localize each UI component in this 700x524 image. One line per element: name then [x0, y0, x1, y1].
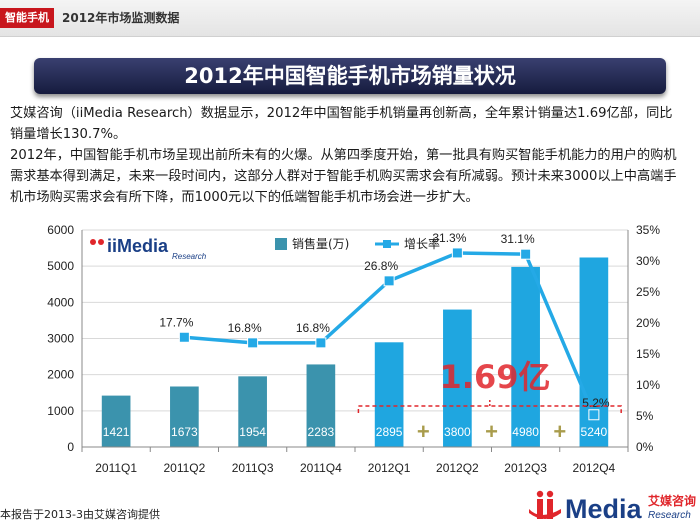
y-left-tick-label: 5000 [47, 259, 74, 273]
growth-value-label: 5.2% [582, 396, 610, 410]
y-left-tick-label: 2000 [47, 368, 74, 382]
y-right-tick-label: 15% [636, 347, 660, 361]
x-tick-label: 2012Q3 [504, 461, 547, 475]
sales-chart: 0 1000 2000 3000 4000 5000 6000 0% 5% 10% 15% 20% 25… [47, 223, 660, 475]
growth-marker [520, 248, 532, 260]
paragraph-summary: 艾媒咨询（iiMedia Research）数据显示，2012年中国智能手机销量… [10, 106, 673, 142]
top-bar: 智能手机 2012年市场监测数据 [0, 0, 700, 37]
y-right-tick-label: 30% [636, 254, 660, 268]
paragraph-analysis: 2012年，中国智能手机市场呈现出前所未有的火爆。从第四季度开始，第一批具有购买… [10, 148, 677, 205]
bar-value-label: 2283 [308, 425, 335, 439]
y-right-tick-label: 25% [636, 285, 660, 299]
bar [101, 395, 131, 447]
bar-value-label: 1673 [171, 425, 198, 439]
growth-value-label: 31.3% [432, 231, 466, 245]
growth-marker [383, 275, 395, 287]
watermark-dot [98, 239, 104, 245]
bar [170, 386, 199, 447]
bar-value-label: 4980 [512, 425, 539, 439]
legend-label-line: 增长率 [404, 236, 440, 251]
growth-value-label: 17.7% [159, 315, 193, 329]
x-tick-label: 2011Q4 [300, 461, 342, 475]
bar-value-label: 3800 [444, 425, 471, 439]
growth-value-label: 31.1% [501, 232, 535, 246]
x-tick-label: 2012Q4 [573, 461, 616, 475]
section-subtitle: 2012年市场监测数据 [62, 11, 180, 25]
y-right-tick-label: 20% [636, 316, 660, 330]
growth-marker [315, 337, 327, 349]
growth-marker [451, 247, 463, 259]
growth-value-label: 16.8% [228, 321, 262, 335]
x-tick-label: 2012Q1 [368, 461, 411, 475]
legend-swatch-bar [275, 238, 287, 250]
watermark-logo: iiMedia [107, 236, 169, 256]
legend-swatch-marker [383, 240, 391, 248]
y-right-tick-label: 35% [636, 223, 660, 237]
bar [238, 376, 267, 447]
growth-marker [247, 337, 259, 349]
growth-marker [588, 409, 600, 421]
svg-text:Media: Media [565, 494, 643, 524]
x-tick-label: 2011Q1 [95, 461, 137, 475]
bar [443, 309, 472, 447]
y-left-tick-label: 3000 [47, 332, 74, 346]
y-left-tick-label: 4000 [47, 295, 74, 309]
x-tick-label: 2011Q3 [232, 461, 274, 475]
annotation-plus: + [553, 419, 566, 444]
growth-value-label: 16.8% [296, 321, 330, 335]
bar [374, 342, 404, 447]
y-right-tick-label: 5% [636, 409, 654, 423]
annotation-plus: + [485, 419, 498, 444]
y-left-tick-label: 1000 [47, 404, 74, 418]
x-tick-label: 2011Q2 [163, 461, 205, 475]
page-title: 2012年中国智能手机市场销量状况 [34, 58, 666, 94]
growth-value-label: 26.8% [364, 259, 398, 273]
y-right-tick-label: 10% [636, 378, 660, 392]
svg-text:艾媒咨询: 艾媒咨询 [648, 493, 696, 508]
watermark-subtitle: Research [172, 252, 207, 261]
bar-value-label: 1954 [239, 425, 266, 439]
annotation-bracket [357, 405, 622, 413]
section-tag: 智能手机 [0, 8, 54, 28]
iimedia-logo: Media 艾媒咨询 Research [529, 490, 696, 524]
growth-marker [178, 331, 190, 343]
bar-value-label: 5240 [581, 425, 608, 439]
y-left-tick-label: 0 [67, 440, 74, 454]
annotation-total: 1.69亿 [440, 358, 551, 396]
bar [306, 364, 336, 447]
bar [511, 266, 540, 447]
bar-value-label: 2895 [376, 425, 403, 439]
legend-label-bar: 销售量(万) [292, 236, 349, 251]
y-right-tick-label: 0% [636, 440, 654, 454]
y-left-tick-label: 6000 [47, 223, 74, 237]
annotation-plus: + [417, 419, 430, 444]
watermark-dot [90, 239, 96, 245]
x-tick-label: 2012Q2 [436, 461, 479, 475]
svg-text:Research: Research [648, 510, 691, 521]
bar-value-label: 1421 [103, 425, 130, 439]
footer-note: 本报告于2013-3由艾媒咨询提供 [0, 508, 160, 521]
